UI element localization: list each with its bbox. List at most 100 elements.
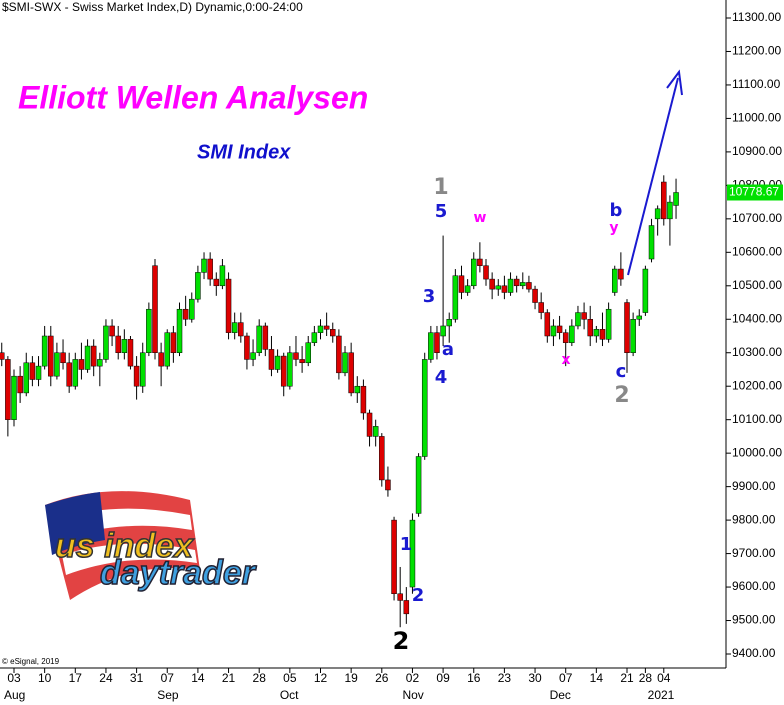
candle-body	[673, 192, 679, 206]
y-tick-label: 10900.00	[732, 144, 782, 158]
y-tick-label: 11100.00	[732, 77, 781, 91]
x-tick-label: 07	[559, 671, 573, 685]
candle	[354, 376, 361, 403]
candle-body	[611, 268, 618, 293]
candle	[593, 325, 600, 343]
candle-body	[587, 319, 593, 337]
candle	[11, 369, 17, 427]
candle-body	[103, 325, 109, 360]
candle-body	[250, 352, 256, 360]
candle-body	[274, 355, 281, 370]
candle-body	[477, 258, 483, 266]
candle-body	[599, 329, 606, 340]
candle	[587, 305, 593, 347]
candle-body	[562, 332, 569, 343]
wave-label: 4	[435, 367, 448, 388]
candle	[544, 309, 551, 343]
y-tick-label: 10300.00	[732, 345, 782, 359]
candle	[311, 325, 318, 347]
candle-body	[158, 352, 164, 367]
candle-body	[661, 181, 667, 220]
candle	[569, 319, 575, 347]
x-tick-label: 12	[314, 671, 328, 685]
y-tick-label: 9900.00	[732, 479, 776, 493]
y-tick-label: 9800.00	[732, 512, 776, 526]
candle-body	[605, 308, 612, 340]
candle	[421, 352, 428, 460]
candle-body	[538, 302, 544, 313]
candle-body	[262, 325, 269, 350]
candle	[280, 352, 287, 397]
candle	[5, 356, 11, 437]
candle-body	[207, 258, 213, 280]
candle-body	[434, 332, 440, 353]
candle-body	[440, 325, 446, 337]
forecast-arrowhead	[666, 69, 683, 96]
candle	[661, 175, 667, 226]
candle	[667, 195, 673, 246]
candle	[464, 279, 471, 296]
candle-body	[139, 352, 146, 387]
candle-body	[348, 352, 354, 394]
candle	[330, 322, 336, 343]
candle-body	[446, 319, 452, 327]
candle-body	[84, 345, 91, 370]
candle-body	[115, 335, 121, 353]
candle	[78, 342, 85, 380]
candle-body	[464, 285, 471, 293]
x-tick-label: 02	[406, 671, 420, 685]
x-tick-label: 28	[253, 671, 267, 685]
candle-body	[182, 308, 189, 320]
candle	[342, 346, 348, 377]
wave-label: 2	[393, 627, 410, 655]
candle-body	[391, 519, 397, 594]
logo-canton	[45, 492, 105, 555]
wave-label: b	[610, 200, 623, 221]
month-label: Nov	[402, 688, 423, 702]
candle-body	[121, 339, 128, 353]
candle	[268, 336, 275, 377]
x-tick-label: 19	[344, 671, 358, 685]
candle	[195, 265, 201, 303]
candle	[299, 346, 305, 373]
candle-body	[293, 352, 299, 360]
candle-body	[507, 278, 514, 293]
candle	[372, 419, 379, 447]
candle	[501, 275, 508, 300]
candle	[176, 302, 183, 357]
candle-body	[287, 352, 293, 387]
wave-label: c	[616, 361, 627, 382]
x-tick-label: 14	[590, 671, 604, 685]
candle	[23, 352, 30, 397]
y-tick-label: 11000.00	[732, 111, 781, 125]
candle-body	[133, 365, 140, 387]
candle	[164, 329, 170, 370]
candle-body	[618, 268, 624, 280]
candle	[360, 379, 367, 420]
candle-body	[311, 332, 318, 343]
x-tick-label: 31	[130, 671, 144, 685]
candle-body	[219, 265, 226, 287]
last-price-label: 10778.67	[729, 185, 779, 199]
candle-body	[231, 322, 238, 333]
candle-body	[268, 349, 275, 370]
y-tick-label: 9400.00	[732, 646, 776, 660]
y-tick-label: 10100.00	[732, 412, 782, 426]
wave-label: 1	[433, 175, 448, 200]
candle	[336, 329, 342, 380]
month-label: Dec	[550, 688, 571, 702]
candle	[127, 336, 134, 370]
candle	[139, 342, 146, 393]
candle	[446, 312, 452, 343]
wave-label: 5	[435, 201, 448, 222]
candle-body	[532, 288, 538, 303]
x-tick-label: 04	[657, 671, 671, 685]
last-price-box	[727, 184, 783, 201]
candle-body	[299, 359, 305, 364]
candle	[520, 272, 526, 290]
candle	[550, 319, 557, 347]
x-tick-label: 24	[99, 671, 113, 685]
candle-body	[280, 355, 287, 387]
candle	[256, 319, 262, 357]
